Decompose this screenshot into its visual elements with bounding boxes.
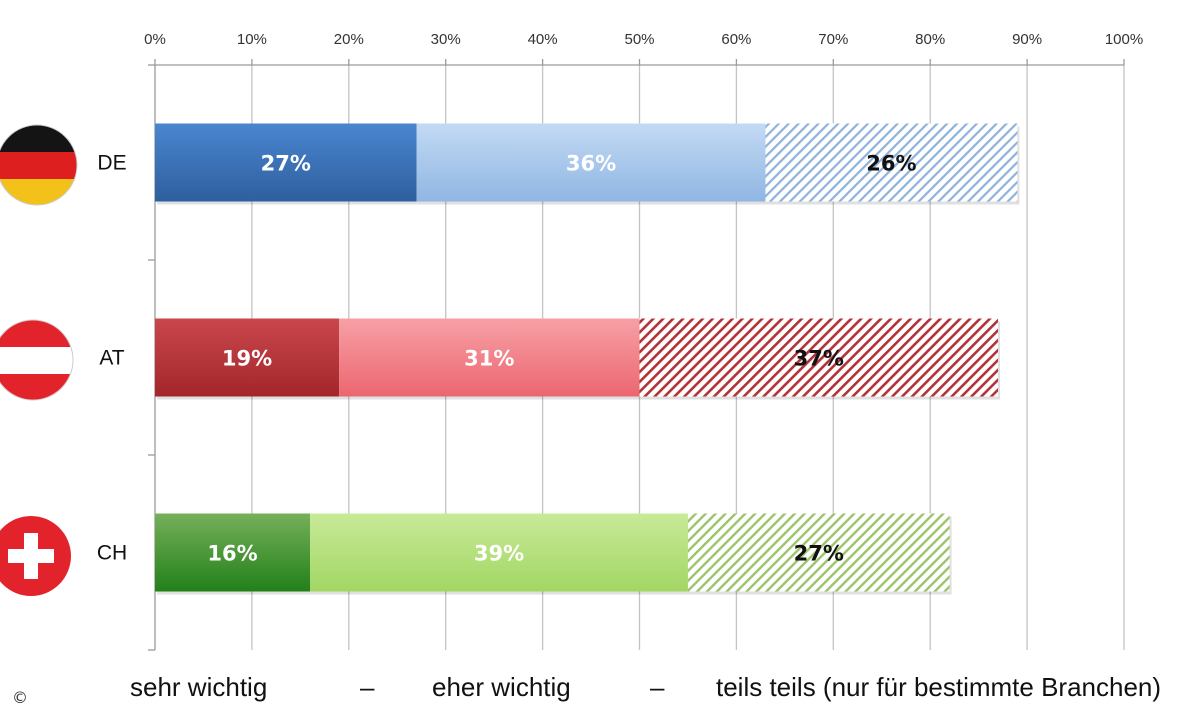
data-label: 37% [794,347,844,371]
bar-ch-segment-3 [687,513,950,592]
austria-flag-icon [0,319,74,401]
x-tick-label: 10% [237,31,267,48]
x-tick-label: 90% [1012,31,1042,48]
germany-flag-icon [0,124,78,206]
x-tick-label: 60% [721,31,751,48]
bar-de-segment-2 [416,123,766,202]
category-label-de: DE [97,152,126,175]
x-tick-label: 80% [915,31,945,48]
legend-item-teils-teils: teils teils (nur für bestimmte Branchen) [716,672,1162,702]
bar-de-segment-3 [765,123,1018,202]
x-tick-label: 70% [818,31,848,48]
data-label: 16% [207,542,257,566]
category-label-at: AT [99,347,124,370]
legend-separator-2: – [650,672,665,702]
bar-at-segment-1 [155,318,340,397]
x-tick-label: 30% [431,31,461,48]
data-label: 19% [222,347,272,371]
bar-ch-segment-1 [155,513,311,592]
x-tick-label: 40% [528,31,558,48]
bar-at-segment-3 [639,318,999,397]
category-label-ch: CH [97,542,127,565]
x-tick-label: 20% [334,31,364,48]
x-tick-label: 0% [144,31,166,48]
x-axis: 0% 10% 20% 30% 40% 50% 60% 70% 80% 90% 100% [144,31,1143,651]
data-label: 27% [261,152,311,176]
x-tick-label: 50% [624,31,654,48]
bar-de-segment-1 [155,123,417,202]
bar-ch-segment-2 [310,513,688,592]
legend-separator-1: – [360,672,375,702]
copyright-icon: © [12,688,28,707]
x-tick-label: 100% [1105,31,1143,48]
data-label: 31% [464,347,514,371]
switzerland-flag-icon [0,516,71,596]
data-label: 36% [566,152,616,176]
data-label: 27% [794,542,844,566]
category-labels: DE AT CH [97,152,127,565]
data-label: 26% [866,152,916,176]
bars [155,123,1020,595]
data-labels: 27% 36% 26% 19% 31% 37% 16% 39% 27% [207,152,916,566]
legend-item-sehr-wichtig: sehr wichtig [130,672,268,702]
data-label: 39% [474,542,524,566]
legend-item-eher-wichtig: eher wichtig [432,672,571,702]
bar-at-segment-2 [339,318,640,397]
